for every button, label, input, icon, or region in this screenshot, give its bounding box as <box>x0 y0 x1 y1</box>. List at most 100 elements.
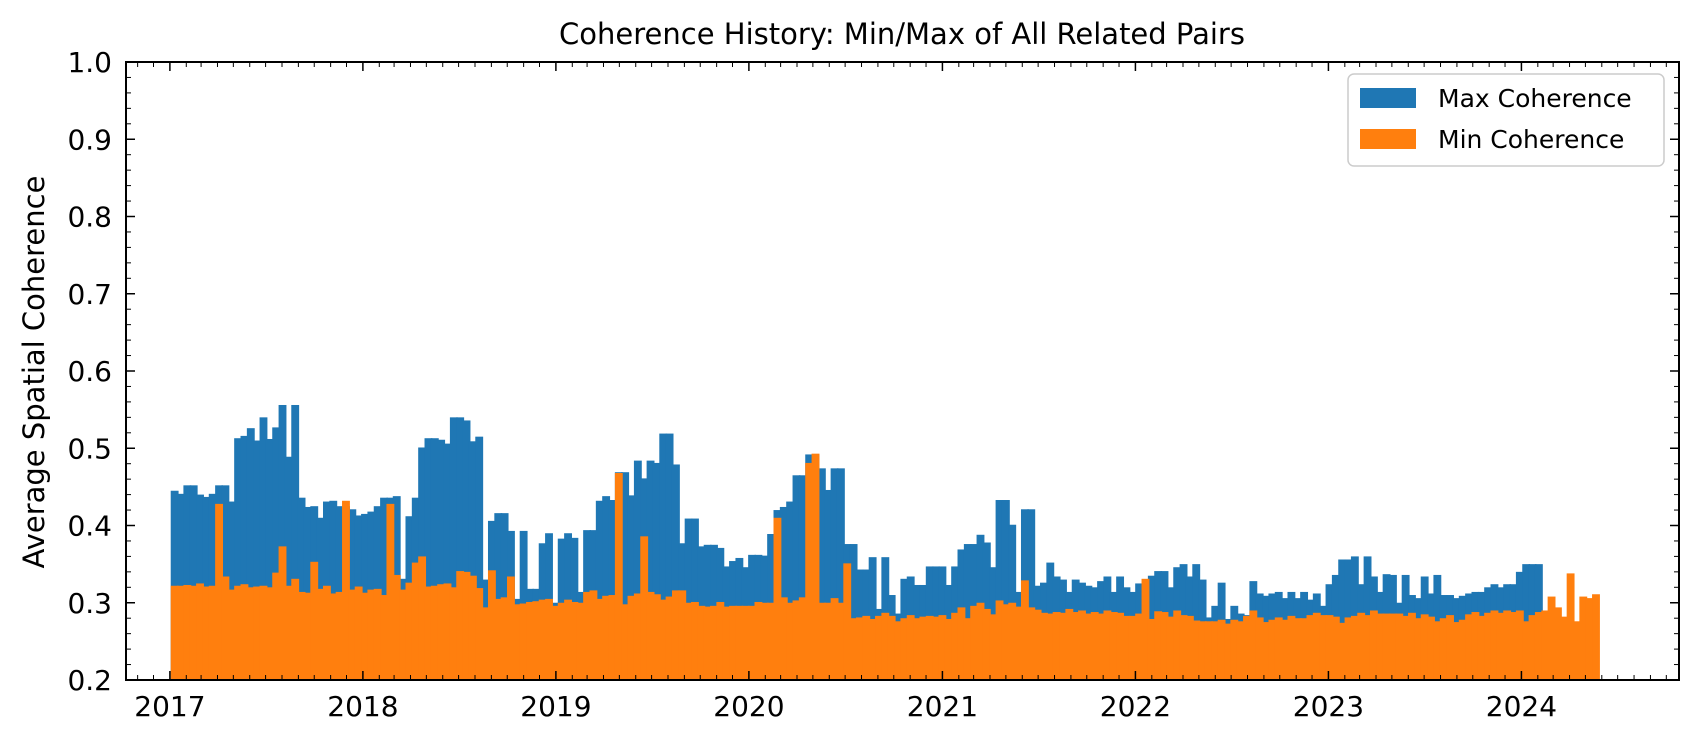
min-coherence-bar <box>684 602 693 680</box>
min-coherence-bar <box>1306 615 1315 680</box>
y-tick-label: 1.0 <box>67 46 112 79</box>
min-coherence-bar <box>1547 596 1556 680</box>
min-coherence-bar <box>519 603 528 680</box>
min-coherence-bar <box>278 546 287 680</box>
min-coherence-bar <box>602 595 611 680</box>
min-coherence-bar <box>481 607 490 680</box>
min-coherence-bar <box>1477 615 1486 680</box>
min-coherence-bar <box>1484 612 1493 680</box>
max-coherence-bar <box>1027 509 1036 680</box>
min-coherence-bar <box>246 587 255 680</box>
min-coherence-bar <box>811 453 820 680</box>
min-coherence-bar <box>1230 619 1239 680</box>
min-coherence-bar <box>652 594 661 680</box>
min-coherence-bar <box>995 600 1004 680</box>
min-coherence-bar <box>1427 616 1435 680</box>
min-coherence-bar <box>443 583 452 680</box>
min-coherence-bar <box>1579 596 1588 680</box>
y-axis-label: Average Spatial Coherence <box>17 176 51 569</box>
min-coherence-bar <box>424 586 433 680</box>
min-coherence-bar <box>1211 621 1220 680</box>
min-coherence-bar <box>1300 618 1309 680</box>
min-coherence-bar <box>849 618 858 680</box>
min-coherence-bar <box>227 589 236 680</box>
min-coherence-bar <box>259 585 268 680</box>
min-coherence-bar <box>411 562 420 680</box>
min-coherence-bar <box>284 585 293 680</box>
min-coherence-bar <box>354 586 363 680</box>
y-tick-label: 0.2 <box>67 664 112 697</box>
min-coherence-bar <box>932 616 941 680</box>
min-coherence-bar <box>310 561 319 680</box>
min-coherence-bar <box>830 598 839 680</box>
min-coherence-bar <box>640 536 649 680</box>
legend: Max Coherence Min Coherence <box>1347 73 1665 167</box>
max-coherence-bar <box>189 485 198 680</box>
chart-title: Coherence History: Min/Max of All Relate… <box>559 17 1245 51</box>
min-coherence-bar <box>1433 621 1442 680</box>
min-coherence-bar <box>1490 610 1499 680</box>
min-coherence-bar <box>989 614 998 680</box>
min-coherence-bar <box>754 601 763 680</box>
min-coherence-bar <box>513 604 522 680</box>
y-tick-label: 0.7 <box>67 278 112 311</box>
min-coherence-bar <box>614 472 623 680</box>
max-coherence-bar <box>291 404 300 680</box>
max-coherence-bar <box>836 468 845 680</box>
y-tick-label: 0.4 <box>67 510 112 543</box>
min-coherence-bar <box>189 585 198 680</box>
y-tick-label: 0.3 <box>67 587 112 620</box>
min-coherence-bar <box>494 598 503 680</box>
min-coherence-bar <box>1192 620 1201 680</box>
min-coherence-bar <box>1560 616 1569 680</box>
min-coherence-bar <box>538 599 547 680</box>
min-coherence-bar <box>767 602 776 680</box>
min-coherence-bar <box>564 599 572 680</box>
min-coherence-bar <box>399 589 408 680</box>
x-tick-label: 2020 <box>713 690 784 723</box>
min-coherence-bar <box>1420 614 1429 680</box>
min-coherence-bar <box>1528 615 1537 680</box>
min-coherence-bar <box>735 605 744 680</box>
min-coherence-bar <box>1592 594 1600 680</box>
max-coherence-bar <box>995 500 1004 680</box>
min-coherence-bar <box>1033 609 1042 680</box>
min-coherence-bar <box>1078 610 1086 680</box>
max-coherence-bar <box>627 495 636 680</box>
max-coherence-bar <box>779 506 788 680</box>
max-coherence-bar <box>265 438 274 680</box>
min-coherence-bar <box>1268 619 1277 680</box>
legend-label-min: Min Coherence <box>1438 125 1624 154</box>
min-coherence-bar <box>938 615 947 680</box>
y-tick-label: 0.5 <box>67 432 112 465</box>
min-coherence-bar <box>1065 608 1074 680</box>
max-coherence-bar <box>183 485 192 680</box>
min-coherence-bar <box>1179 615 1188 680</box>
max-coherence-bar <box>691 518 699 680</box>
min-coherence-bar <box>913 618 921 680</box>
min-coherence-bar <box>1103 610 1112 680</box>
min-coherence-bar <box>462 571 471 680</box>
max-coherence-bar <box>830 468 839 680</box>
min-coherence-bar <box>843 563 852 680</box>
min-coherence-bar <box>361 592 369 680</box>
min-coherence-bar <box>1128 615 1137 680</box>
min-coherence-bar <box>1090 612 1099 680</box>
max-coherence-bar <box>329 500 338 680</box>
x-tick-label: 2022 <box>1100 690 1171 723</box>
min-coherence-bar <box>1496 612 1505 680</box>
min-coherence-bar <box>691 601 699 680</box>
min-coherence-bar <box>202 586 211 680</box>
min-coherence-bar <box>386 503 395 680</box>
min-coherence-bar <box>944 618 953 680</box>
min-coherence-bar <box>1553 607 1562 680</box>
min-coherence-bar <box>1357 612 1366 680</box>
min-coherence-bar <box>507 576 515 680</box>
min-coherence-bar <box>405 582 414 680</box>
max-coherence-bar <box>456 417 465 680</box>
min-coherence-bars <box>170 453 1600 680</box>
max-coherence-bar <box>475 436 484 680</box>
min-coherence-bar <box>1319 615 1328 680</box>
x-tick-label: 2019 <box>520 690 591 723</box>
